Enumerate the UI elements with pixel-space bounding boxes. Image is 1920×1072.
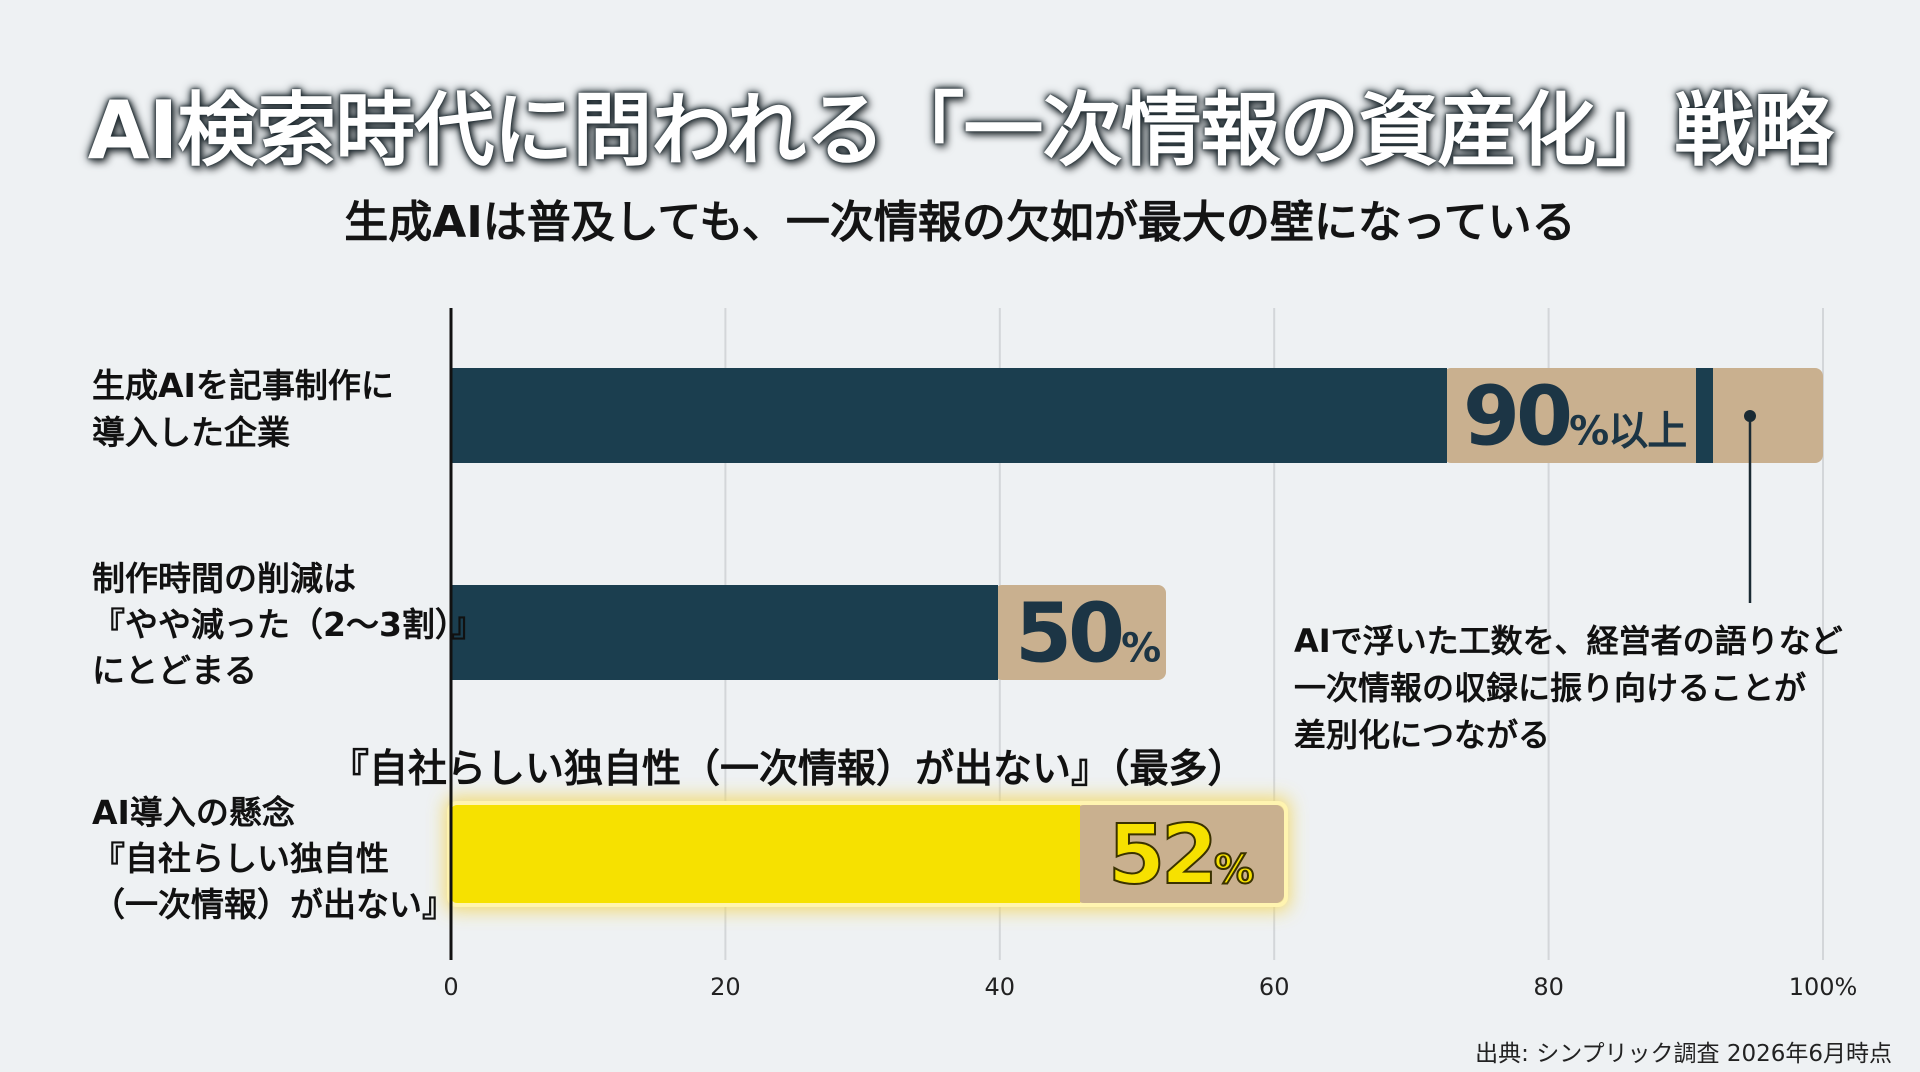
axes: 0 20 40 60 80 100% [443,308,1857,1001]
x-tick-label: 80 [1533,973,1564,1001]
category-label: にとどまる [92,651,257,690]
page-subtitle: 生成AIは普及しても、一次情報の欠如が最大の壁になっている [344,197,1576,248]
bar [451,585,998,680]
category-label: （一次情報）が出ない』 [92,885,455,924]
annotation-text: AIで浮いた工数を、経営者の語りなど [1294,622,1843,660]
x-tick-label: 60 [1259,973,1290,1001]
bars [445,368,1823,911]
category-label: 制作時間の削減は [92,559,356,598]
bar [451,368,1447,463]
value-marker [1696,368,1713,463]
bar-value-label: 90%以上 [1463,370,1686,465]
bar-value-label: 50% [1015,587,1160,682]
bar-highlight-border [447,801,1288,907]
x-tick-label: 100% [1789,973,1858,1001]
annotation-text: 差別化につながる [1294,716,1550,754]
x-tick-label: 0 [443,973,458,1001]
bar-value-label: 52% [1108,808,1253,903]
highlight-callout: 『自社らしい独自性（一次情報）が出ない』（最多） [330,747,1247,792]
bar [451,805,1080,903]
category-label: 『自社らしい独自性 [92,839,389,878]
page-title: AI検索時代に問われる「一次情報の資産化」戦略 [87,84,1834,177]
annotation-text: 一次情報の収録に振り向けることが [1294,669,1806,707]
category-label: 『やや減った（2〜3割）』 [92,605,484,644]
bar-value-panel [1443,368,1823,463]
category-label: 生成AIを記事制作に [92,366,394,405]
category-label: AI導入の懸念 [92,793,295,832]
source-note: 出典: シンプリック調査 2026年6月時点 [1475,1041,1892,1067]
category-label: 導入した企業 [92,413,290,452]
x-tick-label: 20 [710,973,741,1001]
bar-value-panel [994,585,1166,680]
x-tick-label: 40 [985,973,1016,1001]
bar-value-panel [1076,805,1284,903]
